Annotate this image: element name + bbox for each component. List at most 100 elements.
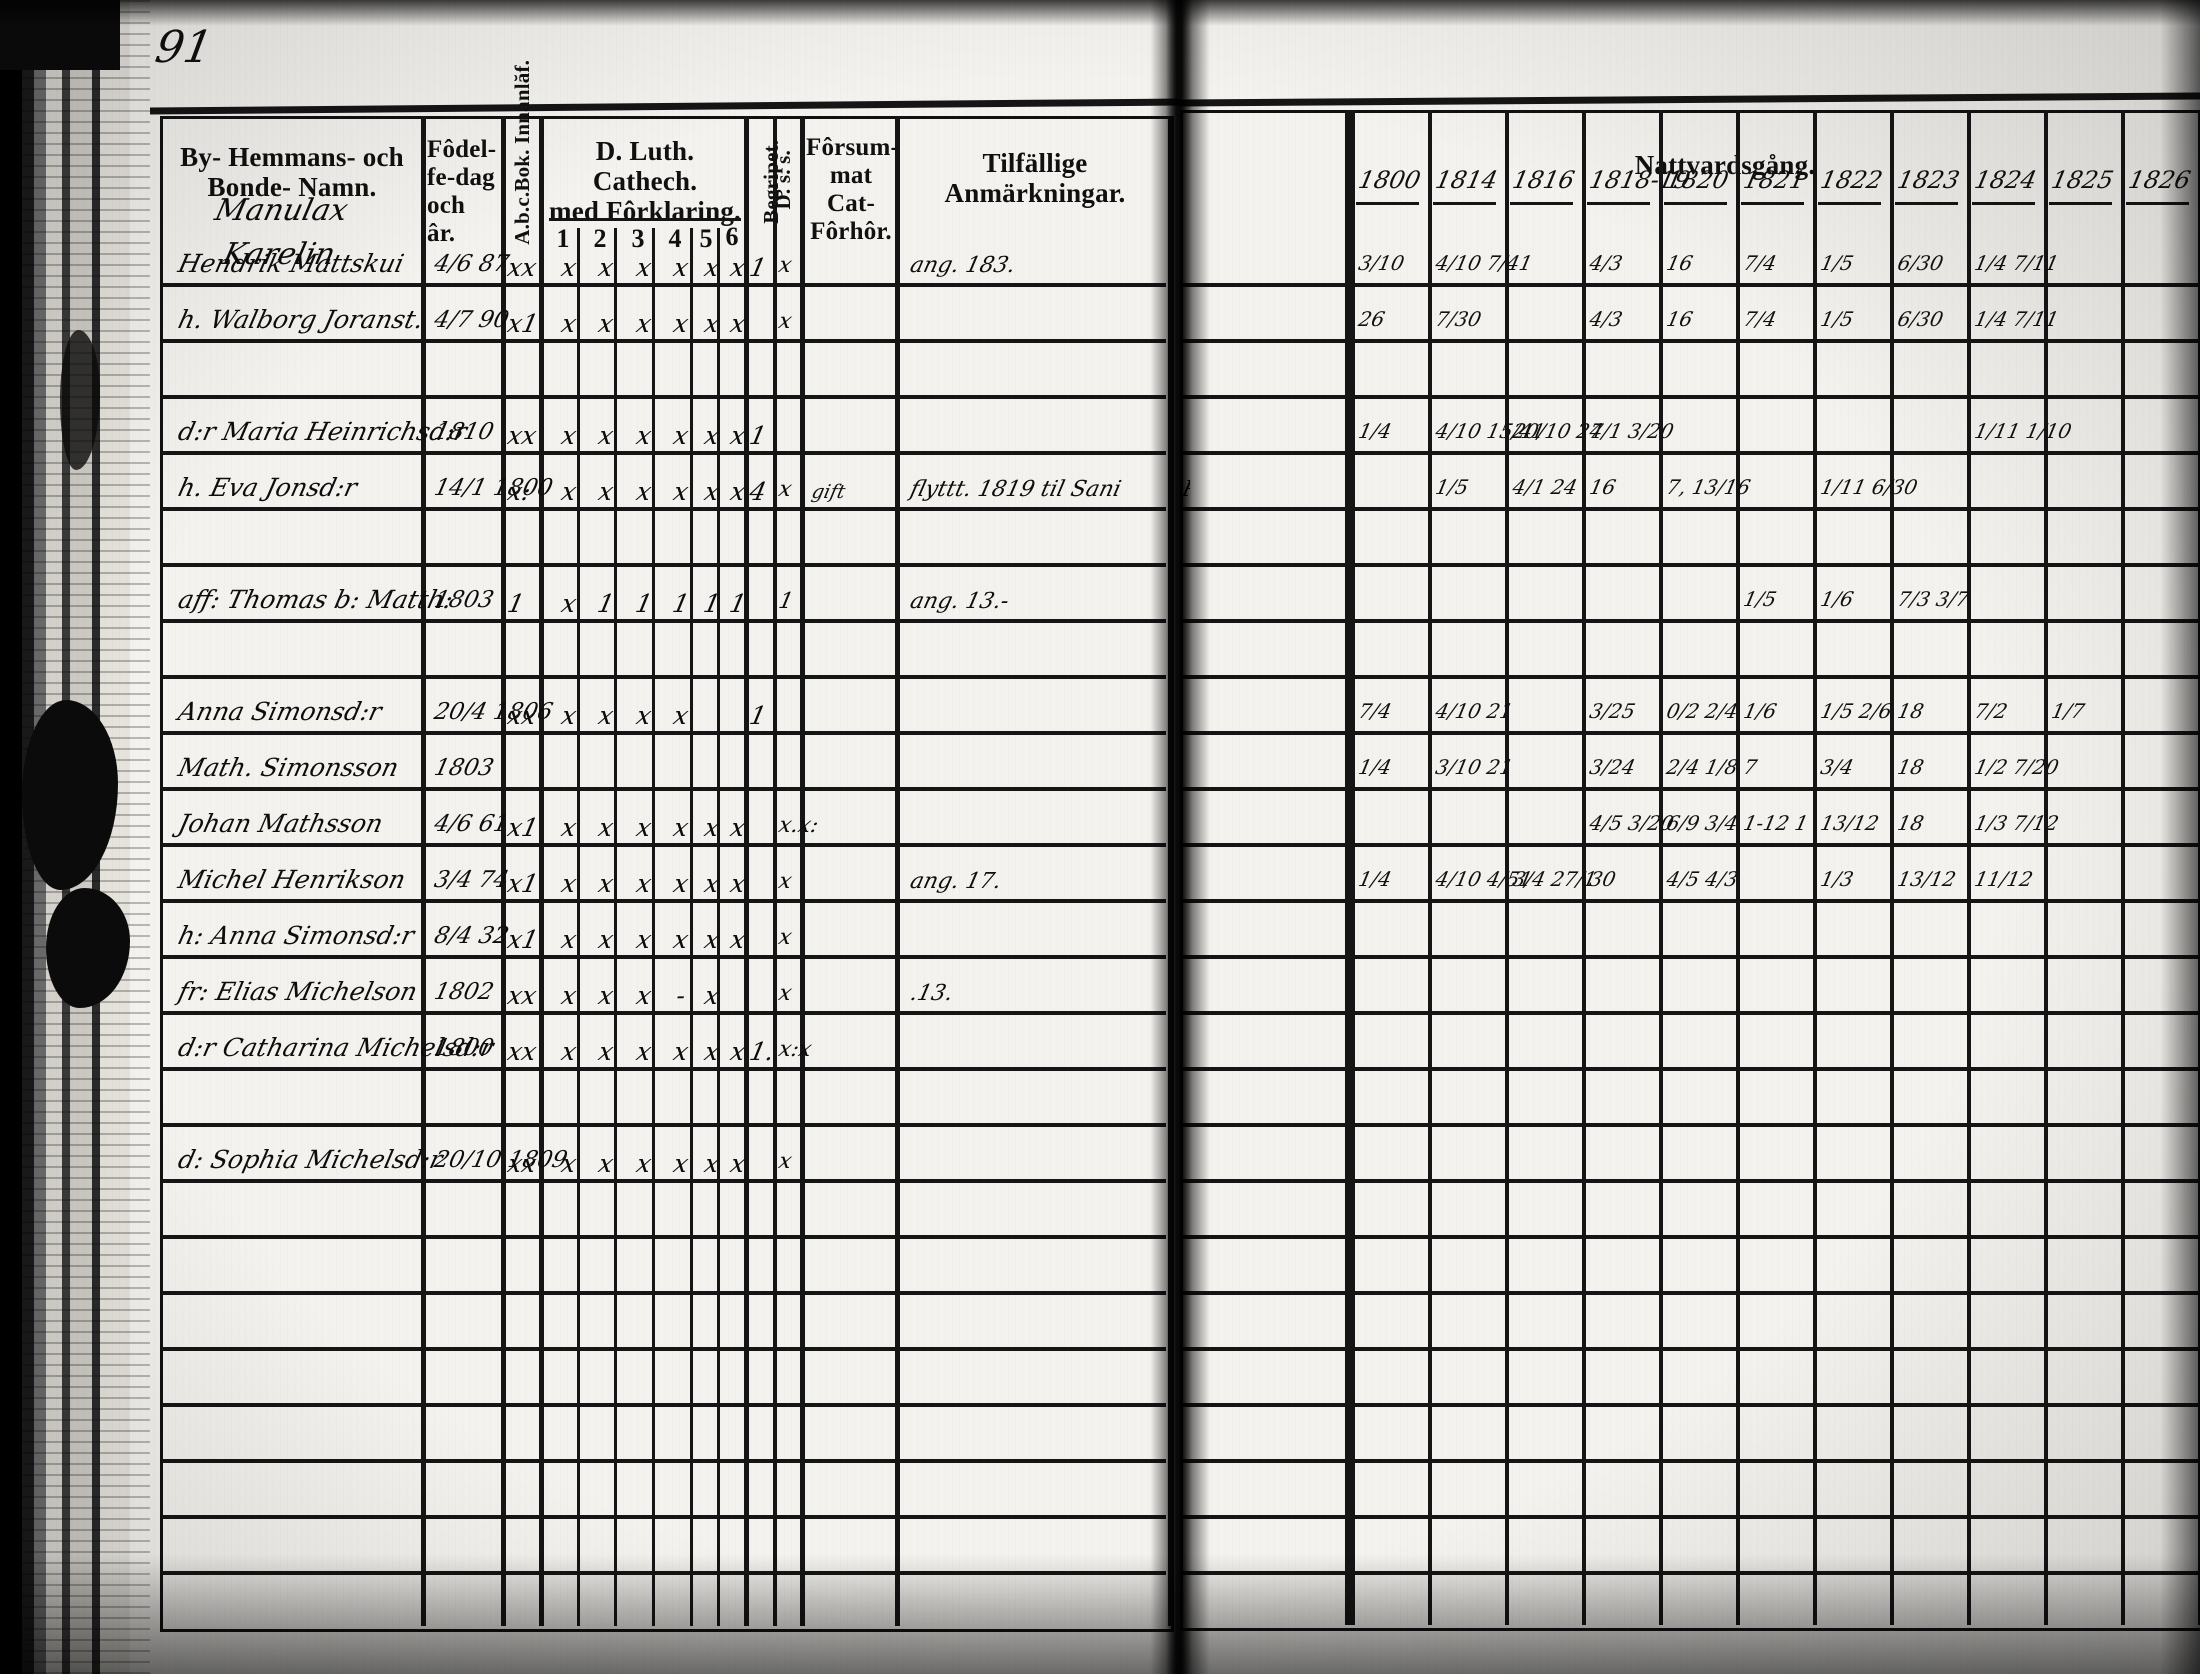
row-name: d: Sophia Michelsd:r [175, 1145, 446, 1174]
communion-mark: 26 [1356, 307, 1388, 331]
right-edge-shadow [2160, 0, 2200, 1674]
communion-row-rule [1182, 787, 2198, 791]
row-rule [162, 787, 1166, 791]
communion-mark: 1/5 [1433, 475, 1471, 499]
communion-year-rule [2121, 110, 2125, 1625]
row-name: Johan Mathsson [175, 809, 386, 838]
page-number: 91 [151, 22, 217, 73]
communion-mark: 1/3 7/12 [1972, 811, 2062, 835]
communion-year-underline [2126, 202, 2189, 205]
row-name: fr: Elias Michelson [175, 977, 421, 1006]
communion-mark: 11/12 [1972, 867, 2036, 891]
communion-year-label: 1821 [1741, 166, 1809, 194]
communion-year-underline [1356, 202, 1419, 205]
row-rule [162, 1011, 1166, 1015]
row-rule [162, 1235, 1166, 1239]
header-neglected-line1: Fôrsum- [806, 134, 900, 161]
header-remarks-label: Tilfällige Anmärkningar. [944, 148, 1126, 209]
communion-row-rule [1182, 507, 2198, 511]
row-birth: 4/7 90 [431, 307, 512, 333]
communion-row-rule [1182, 843, 2198, 847]
communion-row-rule [1182, 1403, 2198, 1407]
row-abc: x1 [504, 309, 542, 338]
top-edge-shadow [0, 0, 2200, 26]
row-rule [162, 1291, 1166, 1295]
communion-row-rule [1182, 899, 2198, 903]
communion-mark: 1/5 [1818, 307, 1856, 331]
communion-mark: 7/4 [1356, 699, 1394, 723]
communion-mark: 1/5 [1818, 251, 1856, 275]
communion-mark: 18 [1895, 755, 1927, 779]
bottom-smudge [0, 1554, 2200, 1674]
communion-year-underline [1741, 202, 1804, 205]
communion-mark: 13/12 [1818, 811, 1882, 835]
header-catechism-line2: med Fôrklaring. [549, 196, 741, 227]
communion-mark: 1/11 1/10 [1972, 419, 2074, 443]
row-rule [162, 1123, 1166, 1127]
communion-year-rule [1659, 110, 1663, 1625]
row-rule [162, 451, 1166, 455]
header-names: By- Hemmans- och Bonde- Namn. [172, 142, 412, 202]
communion-year-underline [1510, 202, 1573, 205]
row-name: d:r Maria Heinrichsd:r [175, 417, 470, 446]
header-names-line2: Bonde- Namn. [207, 172, 377, 203]
communion-row-rule [1182, 1011, 2198, 1015]
row-birth: 1800 [431, 1035, 497, 1061]
communion-mark: 16 [1587, 475, 1619, 499]
row-rule [162, 955, 1166, 959]
communion-year-rule [1351, 110, 1355, 1625]
row-birth: 14/1 1800 [431, 475, 556, 501]
communion-year-label: 1824 [1972, 166, 2040, 194]
catechism-num-4: 4 [668, 224, 682, 253]
header-ss: D. s. s. [771, 130, 796, 230]
communion-row-rule [1182, 619, 2198, 623]
communion-year-underline [1433, 202, 1496, 205]
communion-mark: 3/25 [1587, 699, 1638, 723]
row-neglected: gift [809, 481, 848, 503]
header-catechism-line1: D. Luth. Cathech. [592, 136, 698, 197]
row-name: Anna Simonsd:r [175, 697, 385, 726]
right-page-leaf [1190, 0, 2200, 1674]
row-rule [162, 1179, 1166, 1183]
communion-year-underline [2049, 202, 2112, 205]
communion-year-label: 1800 [1356, 166, 1424, 194]
communion-mark: 1/11 6/30 [1818, 475, 1920, 499]
catechism-num-5: 5 [699, 224, 713, 253]
communion-mark: 1/4 7/11 [1972, 307, 2062, 331]
communion-mark: 4/3 [1587, 251, 1625, 275]
communion-mark: 4/5 3/20 [1587, 811, 1677, 835]
communion-mark: 4/1 3/20 [1587, 419, 1677, 443]
col-rule-cat-1 [577, 228, 580, 1626]
row-birth: 8/4 32 [431, 923, 512, 949]
col-rule-birth-end [501, 116, 506, 1626]
communion-mark: 7/4 [1741, 307, 1779, 331]
communion-year-rule [1890, 110, 1894, 1625]
row-name: Hendrik Mattskui [175, 249, 407, 278]
communion-year-rule [2044, 110, 2048, 1625]
row-abc: x1 [504, 925, 542, 954]
col-rule-ss-end [800, 116, 805, 1626]
communion-mark: 1/3 [1818, 867, 1856, 891]
communion-mark: 2/4 1/8 [1664, 755, 1741, 779]
communion-mark: 1/5 [1741, 587, 1779, 611]
header-birth-line1: Fôdel- [427, 136, 497, 163]
communion-mark: 3/4 [1818, 755, 1856, 779]
row-rule [162, 563, 1166, 567]
communion-year-rule [1736, 110, 1740, 1625]
col-rule-cat-5 [717, 228, 720, 1626]
communion-year-underline [1587, 202, 1650, 205]
communion-row-rule [1182, 1179, 2198, 1183]
communion-mark: 7/2 [1972, 699, 2010, 723]
communion-year-label: 1814 [1433, 166, 1501, 194]
communion-mark: 18 [1895, 699, 1927, 723]
row-rule [162, 843, 1166, 847]
communion-mark: 16 [1664, 307, 1696, 331]
row-rule [162, 899, 1166, 903]
communion-row-rule [1182, 395, 2198, 399]
communion-year-label: 1825 [2049, 166, 2117, 194]
row-rule [162, 675, 1166, 679]
row-rule [162, 283, 1166, 287]
row-name: Math. Simonsson [175, 753, 402, 782]
col-rule-abc-end [539, 116, 544, 1626]
header-nattvardsgang: Nattvardsgång. [1560, 150, 1890, 180]
